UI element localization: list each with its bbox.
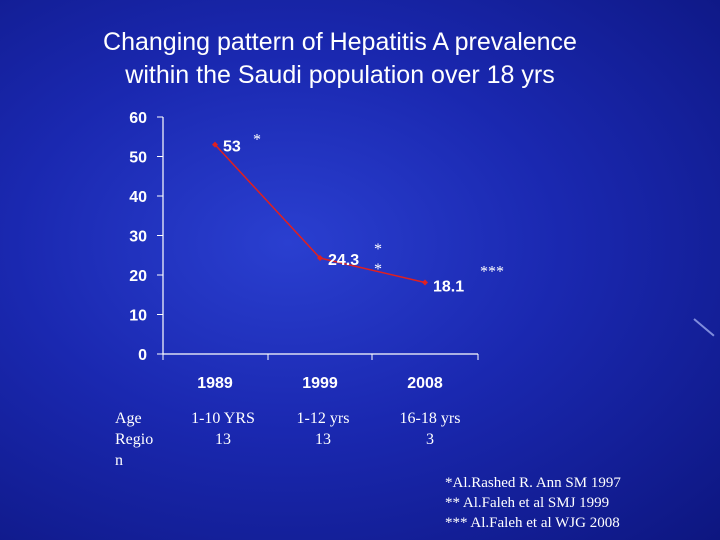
y-tick-label: 0 xyxy=(138,347,147,364)
slide-title: Changing pattern of Hepatitis A prevalen… xyxy=(40,26,640,92)
x-ticks: 1989 1999 2008 xyxy=(162,354,479,392)
reference-item: ** Al.Faleh et al SMJ 1999 xyxy=(445,495,610,511)
data-label: 24.3 xyxy=(328,252,359,269)
y-tick-label: 50 xyxy=(129,150,147,167)
age-value: 1-12 yrs xyxy=(296,410,350,427)
reference-item: *Al.Rashed R. Ann SM 1997 xyxy=(445,475,621,491)
age-label-line: Regio xyxy=(115,431,154,448)
x-tick-label: 2008 xyxy=(407,375,443,392)
annotation-marker: * xyxy=(253,132,261,149)
annotation-marker: * xyxy=(374,261,382,278)
region-value: 13 xyxy=(315,431,331,448)
annotation-marker: * xyxy=(374,241,382,258)
data-point xyxy=(422,279,428,286)
data-point xyxy=(212,141,218,148)
age-column-2008: 16-18 yrs 3 xyxy=(388,408,472,450)
y-tick-label: 20 xyxy=(129,268,147,285)
series-line xyxy=(214,144,426,284)
references: *Al.Rashed R. Ann SM 1997 ** Al.Faleh et… xyxy=(445,473,621,533)
age-column-1999: 1-12 yrs 13 xyxy=(283,408,363,450)
age-column-1989: 1-10 YRS 13 xyxy=(175,408,271,450)
annotation-marker: *** xyxy=(480,264,504,281)
age-value: 16-18 yrs xyxy=(399,410,461,427)
age-region-label: Age Regio n xyxy=(115,408,165,471)
x-tick-label: 1989 xyxy=(197,375,233,392)
data-points: 53 * 24.3 * * 18.1 *** xyxy=(212,132,504,296)
data-label: 53 xyxy=(223,139,241,156)
title-line-2: within the Saudi population over 18 yrs xyxy=(125,61,555,89)
y-tick-label: 10 xyxy=(129,308,147,325)
y-tick-label: 60 xyxy=(129,110,147,127)
data-point xyxy=(317,255,323,262)
age-label-line: n xyxy=(115,452,123,469)
reference-item: *** Al.Faleh et al WJG 2008 xyxy=(445,515,620,531)
title-line-1: Changing pattern of Hepatitis A prevalen… xyxy=(103,28,577,56)
y-tick-label: 40 xyxy=(129,189,147,206)
region-value: 13 xyxy=(215,431,231,448)
y-ticks: 0 10 20 30 40 50 60 xyxy=(129,110,163,364)
x-tick-label: 1999 xyxy=(302,375,338,392)
data-label: 18.1 xyxy=(433,279,464,296)
age-value: 1-10 YRS xyxy=(191,410,255,427)
region-value: 3 xyxy=(426,431,434,448)
age-label-line: Age xyxy=(115,410,142,427)
y-tick-label: 30 xyxy=(129,229,147,246)
